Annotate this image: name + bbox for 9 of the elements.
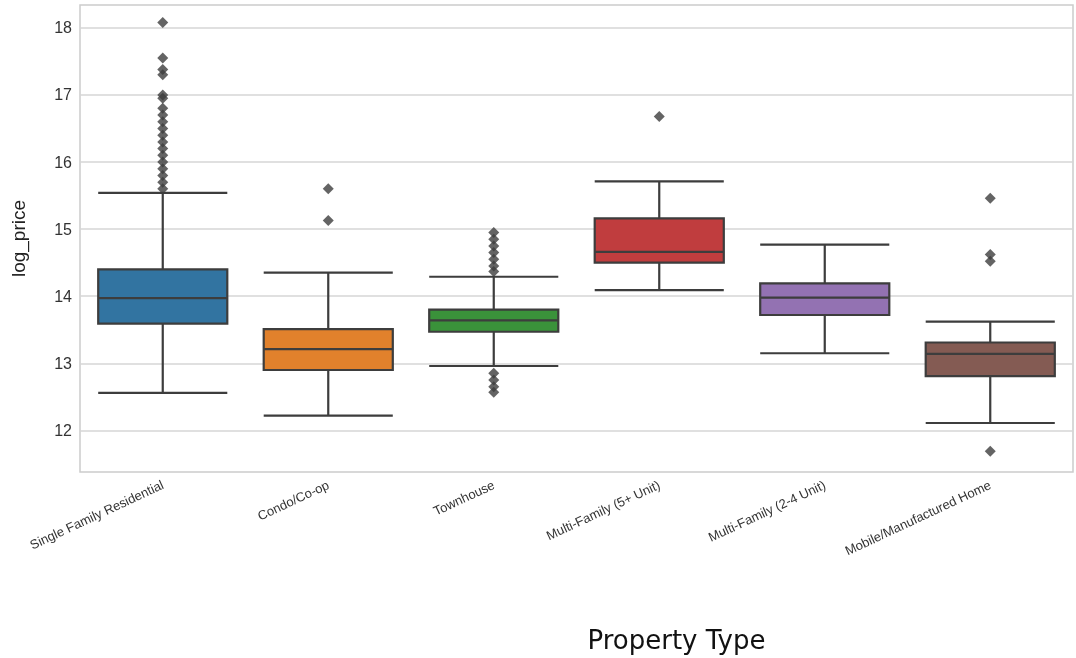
x-axis-title: Property Type (587, 625, 766, 655)
y-tick-label: 16 (54, 153, 73, 171)
y-tick-label: 17 (54, 86, 73, 104)
y-tick-label: 12 (54, 421, 73, 439)
y-axis-title: log_price (8, 199, 30, 278)
y-tick-label: 14 (54, 287, 73, 305)
y-tick-label: 13 (54, 354, 73, 372)
y-tick-label: 15 (54, 220, 73, 238)
y-tick-label: 18 (54, 19, 73, 37)
